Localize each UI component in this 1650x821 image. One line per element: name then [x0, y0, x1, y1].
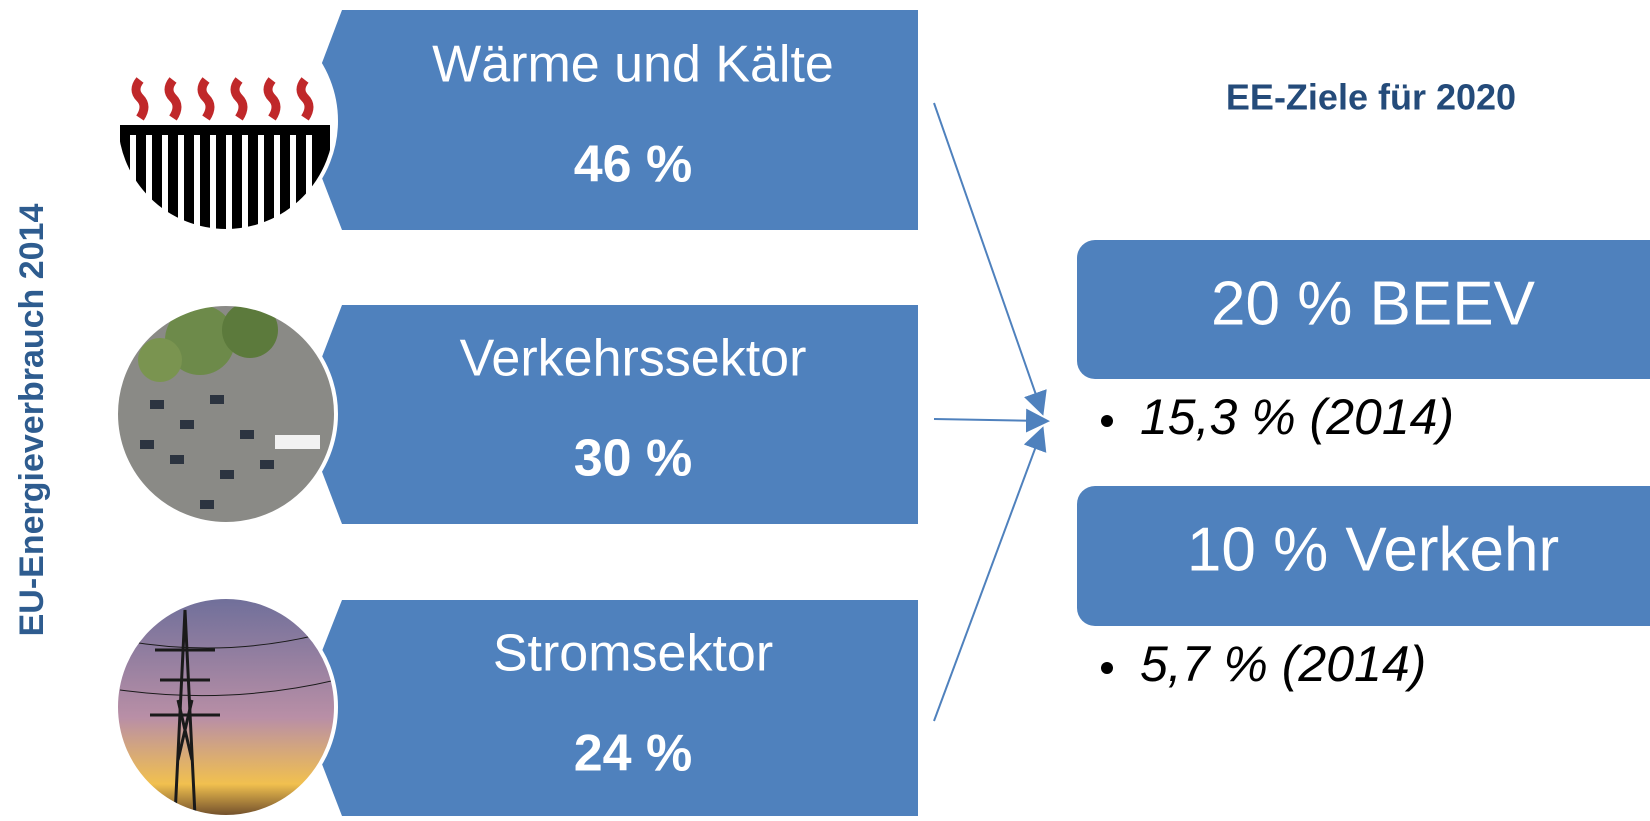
- target-status: 15,3 % (2014): [1140, 389, 1454, 445]
- sector-label: Verkehrssektor: [460, 330, 807, 388]
- side-label: EU-Energieverbrauch 2014: [13, 204, 51, 637]
- diagram: EU-Energieverbrauch 2014: [0, 0, 1650, 816]
- sector-share: 46 %: [574, 136, 693, 194]
- bullet: [1101, 415, 1113, 427]
- bullet: [1101, 662, 1113, 674]
- page: {"side_label": "EU-Energieverbrauch 2014…: [0, 0, 1650, 816]
- sector-label: Wärme und Kälte: [432, 36, 834, 94]
- sector-share: 24 %: [574, 725, 693, 783]
- sector-label: Stromsektor: [493, 625, 773, 683]
- target-status: 5,7 % (2014): [1140, 636, 1426, 692]
- arrows: [934, 103, 1046, 721]
- targets-title: EE-Ziele für 2020: [1226, 77, 1516, 118]
- target-label: 10 % Verkehr: [1187, 515, 1559, 584]
- target-label: 20 % BEEV: [1211, 269, 1536, 338]
- sector-share: 30 %: [574, 430, 693, 488]
